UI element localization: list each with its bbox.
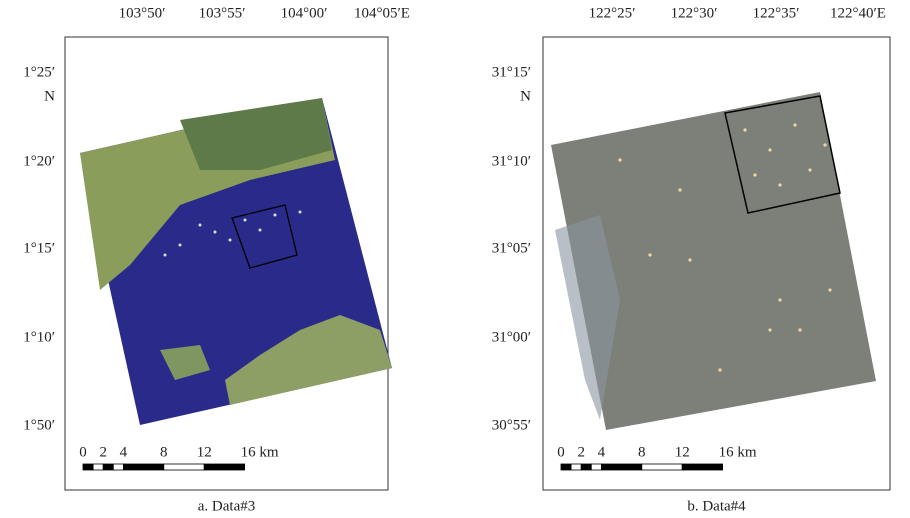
lon-label: 122°30′	[671, 5, 718, 21]
scale-label: 12	[675, 444, 690, 460]
scale-bar-segment	[93, 464, 103, 470]
scale-bar-segment	[83, 464, 93, 470]
scale-label: 0	[79, 444, 87, 460]
scale-bar-segment	[601, 464, 641, 470]
scale-label: 12	[197, 444, 212, 460]
scale-label: 2	[99, 444, 107, 460]
figure: 103°50′ 103°55′ 104°00′ 104°05′E 1°25′ N 1°20′…	[0, 0, 910, 518]
lat-label: 31°05′	[492, 240, 531, 256]
scale-label: 16 km	[719, 444, 757, 460]
scale-bar-segment	[164, 464, 204, 470]
lon-label: 103°55′	[199, 5, 246, 21]
lat-label: N	[520, 88, 531, 104]
lon-label: 104°00′	[281, 5, 328, 21]
scale-label: 8	[160, 444, 168, 460]
lat-label: 1°20′	[23, 153, 55, 169]
scale-label: 2	[577, 444, 585, 460]
scale-label: 8	[638, 444, 646, 460]
lat-label: 1°15′	[23, 240, 55, 256]
scale-bar-segment	[123, 464, 163, 470]
scale-bar-segment	[561, 464, 571, 470]
lat-label: 1°50′	[23, 417, 55, 433]
caption: a. Data#3	[198, 498, 255, 514]
scale-bar-segment	[113, 464, 123, 470]
lon-label: 122°25′	[589, 5, 636, 21]
lat-label: 31°00′	[492, 329, 531, 345]
scale-label: 4	[598, 444, 606, 460]
lat-label: 30°55′	[492, 417, 531, 433]
lat-label: 1°25′	[23, 64, 55, 80]
scale-label: 0	[557, 444, 565, 460]
scale-bar-segment	[571, 464, 581, 470]
scale-bar-segment	[682, 464, 722, 470]
lon-label: 122°35′	[753, 5, 800, 21]
caption: b. Data#4	[687, 498, 746, 514]
lat-label: 31°15′	[492, 64, 531, 80]
page: 103°50′ 103°55′ 104°00′ 104°05′E 1°25′ N 1°20′…	[0, 0, 910, 518]
scale-label: 16 km	[241, 444, 279, 460]
scale-bar-segment	[642, 464, 682, 470]
lon-label: 103°50′	[119, 5, 166, 21]
scale-bar-segment	[581, 464, 591, 470]
scale-bar-segment	[204, 464, 244, 470]
lon-label: 122°40′E	[830, 5, 886, 21]
lat-label: 1°10′	[23, 329, 55, 345]
scale-label: 4	[120, 444, 128, 460]
scale-bar-segment	[591, 464, 601, 470]
lat-label: N	[44, 88, 55, 104]
lon-label: 104°05′E	[354, 5, 410, 21]
scale-bar-segment	[103, 464, 113, 470]
lat-label: 31°10′	[492, 153, 531, 169]
